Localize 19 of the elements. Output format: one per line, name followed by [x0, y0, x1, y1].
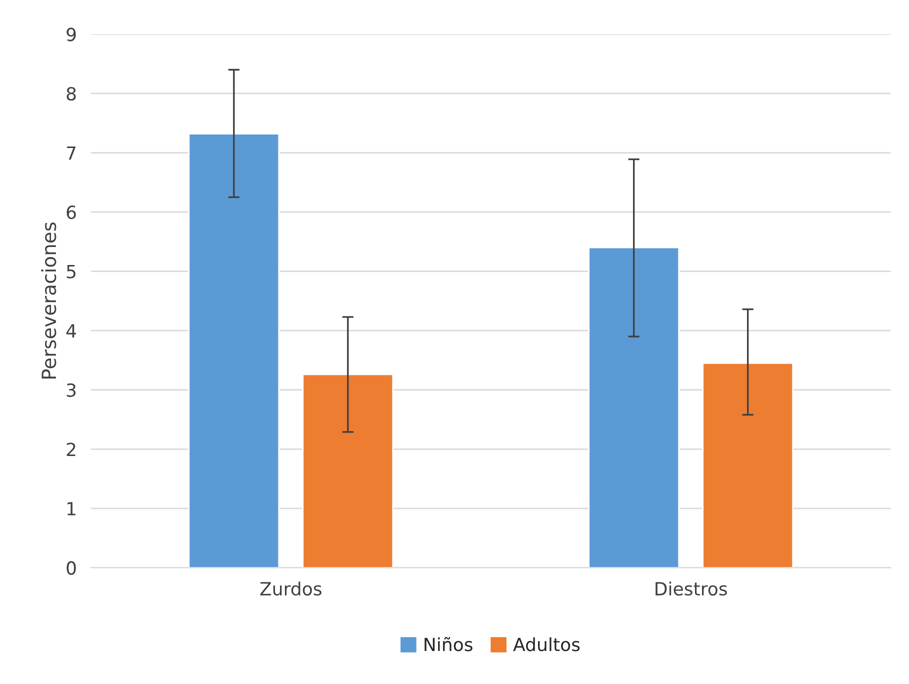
y-tick-label: 5 — [66, 265, 76, 278]
y-tick-label: 9 — [66, 28, 76, 42]
x-tick-label: Diestros — [656, 582, 727, 596]
y-tick-label: 1 — [68, 502, 76, 516]
legend-label: Adultos — [513, 637, 580, 652]
bar — [702, 362, 794, 568]
y-tick-label: 2 — [66, 442, 76, 456]
bar — [302, 374, 394, 568]
y-tick-label: 0 — [66, 561, 76, 575]
y-tick-label: 8 — [66, 86, 76, 101]
legend-label: Niños — [424, 637, 472, 652]
x-tick-label: Zurdos — [260, 582, 322, 596]
y-tick-label: 6 — [66, 206, 76, 220]
bar — [188, 133, 280, 568]
y-tick-label: 3 — [66, 383, 76, 397]
y-axis-title: Perseveraciones — [41, 222, 56, 378]
bar — [588, 246, 680, 568]
y-tick-label: 4 — [66, 324, 76, 338]
y-tick-label: 7 — [67, 146, 76, 160]
